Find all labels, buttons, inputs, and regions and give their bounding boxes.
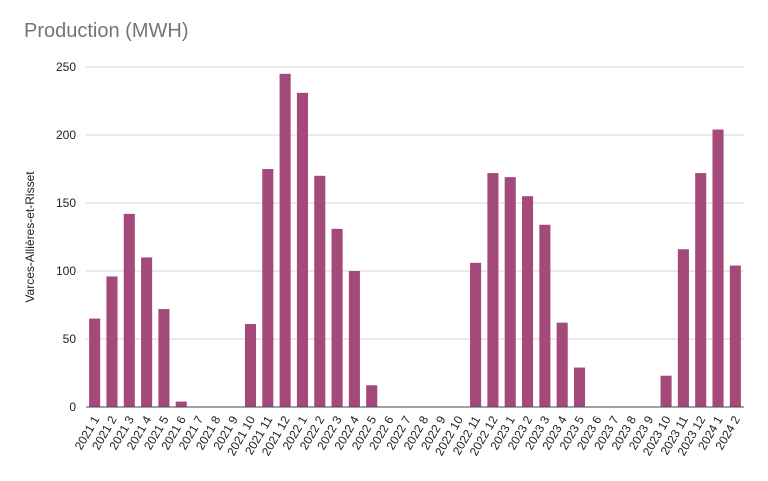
bar bbox=[470, 262, 482, 407]
bar bbox=[712, 129, 724, 407]
bar bbox=[89, 318, 101, 407]
bar bbox=[141, 257, 153, 407]
bar bbox=[695, 173, 707, 407]
bar bbox=[729, 265, 741, 407]
chart-title: Production (MWH) bbox=[24, 20, 189, 42]
y-tick-label: 150 bbox=[56, 196, 76, 210]
y-tick-label: 250 bbox=[56, 60, 76, 74]
bar bbox=[660, 375, 672, 407]
y-tick-label: 100 bbox=[56, 264, 76, 278]
bar bbox=[677, 249, 689, 407]
bar bbox=[296, 92, 308, 407]
bar bbox=[522, 196, 534, 407]
bars bbox=[89, 73, 741, 408]
y-tick-label: 50 bbox=[63, 332, 77, 346]
bar bbox=[331, 228, 343, 407]
bar bbox=[504, 177, 516, 407]
bar bbox=[175, 401, 187, 407]
y-axis-ticks: 0 50 100 150 200 250 bbox=[56, 60, 76, 414]
bar bbox=[556, 322, 568, 407]
bar bbox=[539, 224, 551, 407]
bar bbox=[366, 385, 378, 407]
bar bbox=[106, 276, 118, 407]
bar bbox=[573, 367, 586, 407]
grid-lines bbox=[86, 66, 744, 408]
bar bbox=[279, 73, 291, 408]
bar bbox=[314, 175, 326, 407]
bar bbox=[244, 324, 257, 407]
y-tick-label: 0 bbox=[69, 400, 76, 414]
bar bbox=[487, 173, 499, 407]
bar bbox=[158, 309, 170, 407]
bar bbox=[262, 169, 274, 407]
y-tick-label: 200 bbox=[56, 128, 76, 142]
bar bbox=[348, 271, 360, 407]
bar bbox=[123, 213, 135, 407]
y-axis-title: Varces-Allières-et-Risset bbox=[23, 171, 37, 303]
